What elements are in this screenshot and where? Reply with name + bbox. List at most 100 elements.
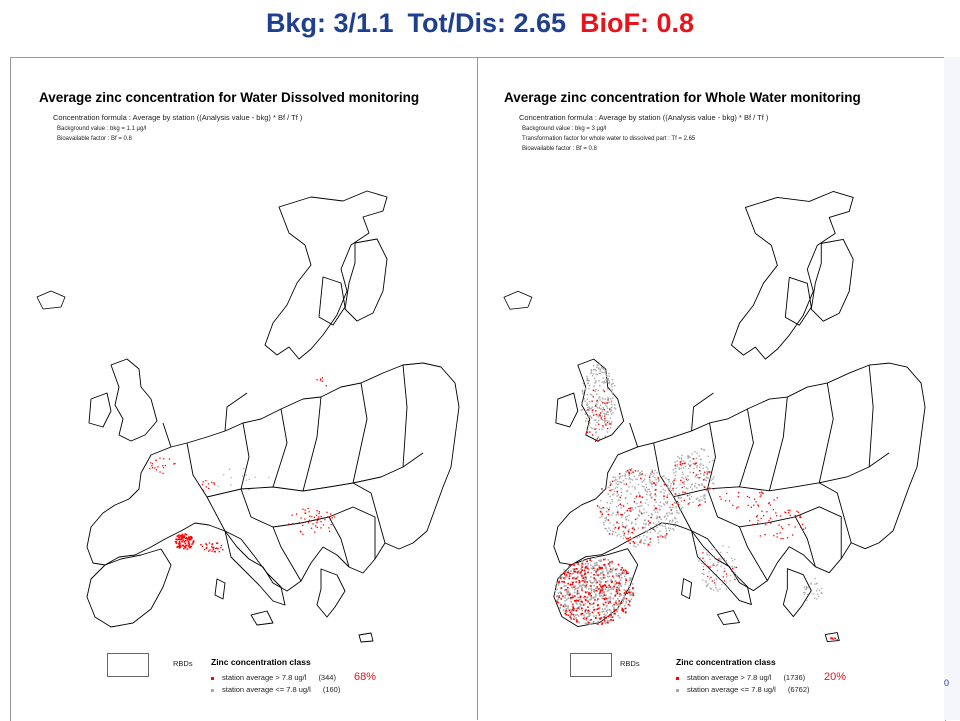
- station-point: [810, 582, 812, 585]
- station-point: [615, 572, 618, 575]
- station-point: [673, 524, 675, 527]
- station-point: [681, 486, 683, 489]
- station-point: [601, 488, 603, 490]
- station-point: [588, 615, 590, 618]
- station-point: [178, 536, 180, 539]
- station-point: [644, 488, 646, 490]
- station-point: [181, 533, 184, 536]
- station-point: [588, 415, 590, 418]
- station-point: [579, 596, 581, 599]
- station-point: [803, 593, 806, 595]
- station-point: [573, 588, 576, 591]
- station-point: [616, 521, 618, 523]
- station-point: [601, 592, 604, 595]
- station-point: [594, 368, 596, 371]
- station-point: [674, 464, 677, 466]
- station-point: [651, 471, 654, 473]
- station-point: [704, 560, 706, 562]
- station-point: [673, 502, 675, 504]
- station-point: [706, 473, 708, 475]
- station-point: [627, 530, 630, 533]
- station-point: [627, 599, 630, 602]
- station-point: [701, 562, 703, 565]
- station-point: [625, 525, 628, 527]
- station-point: [598, 614, 601, 616]
- station-point: [624, 581, 627, 584]
- station-point: [614, 479, 616, 482]
- station-point: [643, 478, 646, 480]
- station-point: [288, 523, 290, 525]
- station-point: [607, 600, 609, 603]
- station-point: [628, 591, 630, 594]
- station-point: [630, 578, 632, 580]
- station-point: [641, 496, 644, 499]
- station-point: [590, 622, 593, 625]
- station-point: [590, 369, 593, 371]
- station-point: [705, 487, 708, 490]
- station-point: [563, 585, 566, 587]
- station-point: [176, 538, 178, 541]
- station-point: [298, 521, 300, 524]
- station-point: [666, 494, 669, 496]
- station-point: [757, 504, 759, 506]
- station-point: [695, 474, 698, 476]
- station-point: [660, 505, 663, 508]
- station-point: [248, 489, 250, 491]
- station-point: [732, 504, 734, 507]
- station-point: [587, 409, 589, 411]
- station-point: [643, 519, 646, 522]
- station-point: [717, 561, 720, 564]
- station-point: [734, 571, 736, 573]
- station-point: [245, 479, 247, 481]
- station-point: [618, 522, 620, 525]
- station-point: [607, 399, 609, 401]
- station-point: [704, 471, 706, 473]
- station-point: [570, 613, 573, 615]
- station-point: [595, 595, 597, 597]
- station-point: [623, 532, 626, 535]
- station-point: [186, 544, 188, 547]
- station-point: [581, 566, 583, 568]
- station-point: [596, 599, 599, 602]
- station-point: [582, 577, 585, 579]
- station-point: [702, 568, 705, 571]
- station-point: [581, 609, 584, 612]
- station-point: [806, 599, 808, 601]
- station-point: [598, 416, 600, 418]
- station-point: [183, 541, 185, 543]
- station-point: [654, 507, 657, 509]
- station-point: [665, 527, 667, 530]
- station-point: [677, 496, 680, 498]
- station-point: [631, 583, 634, 585]
- station-point: [665, 533, 668, 535]
- station-point: [691, 483, 694, 485]
- station-point: [594, 556, 597, 559]
- station-point: [573, 615, 576, 618]
- station-point: [590, 576, 592, 578]
- station-point: [628, 589, 630, 592]
- right-legend-below-row: station average <= 7.8 ug/l (6762): [676, 685, 810, 694]
- station-point: [619, 583, 622, 586]
- station-point: [623, 483, 625, 485]
- station-point: [603, 619, 606, 622]
- station-point: [606, 375, 608, 377]
- station-point: [649, 541, 651, 544]
- station-point: [618, 533, 620, 536]
- station-point: [705, 466, 708, 468]
- station-point: [725, 588, 727, 590]
- station-point: [577, 596, 579, 599]
- station-point: [799, 515, 801, 517]
- station-point: [699, 559, 702, 561]
- station-point: [603, 563, 606, 566]
- station-point: [606, 575, 609, 578]
- station-point: [834, 637, 836, 639]
- station-point: [595, 617, 597, 619]
- station-point: [713, 555, 715, 558]
- station-point: [789, 514, 791, 517]
- station-point: [162, 467, 165, 469]
- station-point: [585, 417, 588, 420]
- station-point: [585, 586, 588, 589]
- station-point: [609, 482, 612, 485]
- station-point: [655, 523, 658, 526]
- station-point: [615, 574, 618, 577]
